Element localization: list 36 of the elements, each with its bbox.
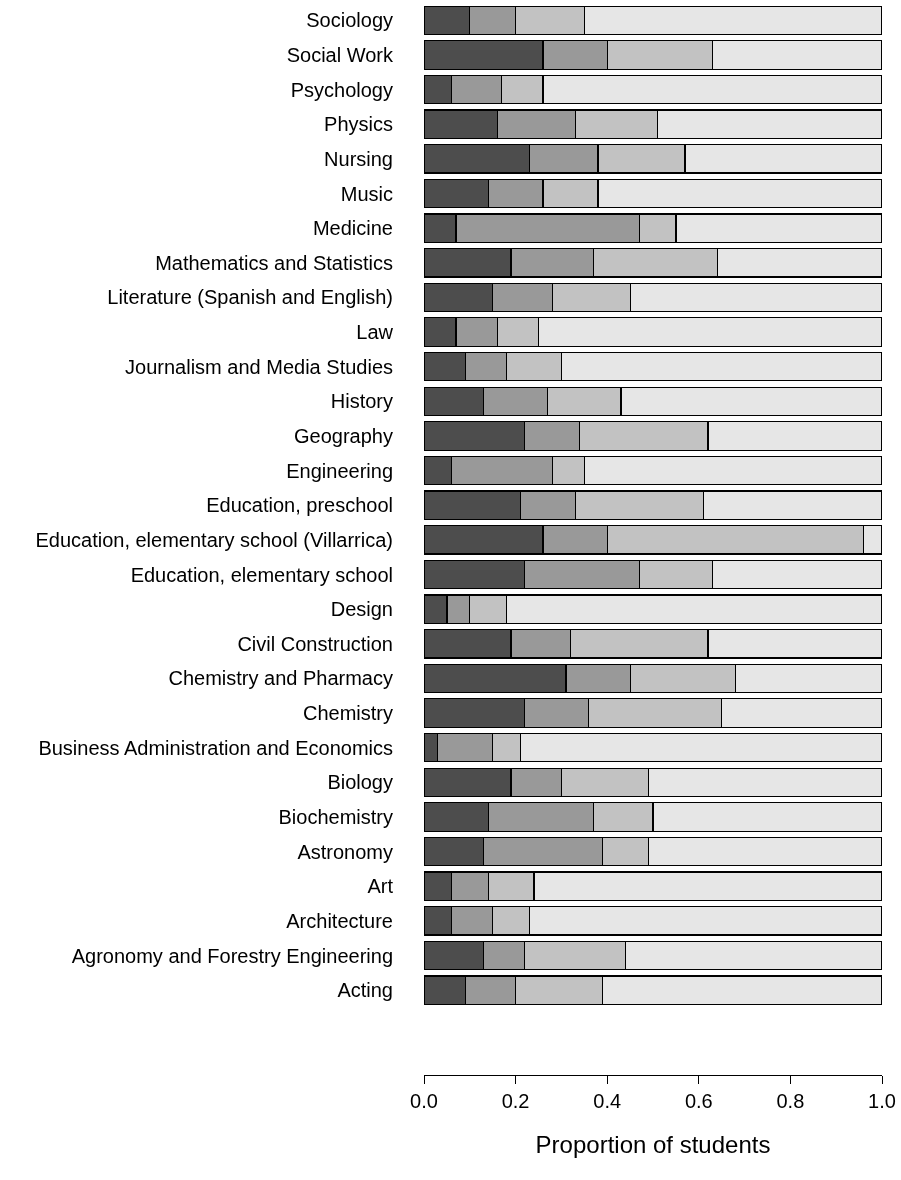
y-tick-label: Literature (Spanish and English) [107, 286, 393, 309]
y-tick-label: Architecture [286, 909, 393, 932]
y-tick-label: Law [356, 321, 394, 344]
x-axis-title: Proportion of students [535, 1131, 771, 1159]
y-tick-label: Chemistry and Pharmacy [168, 667, 393, 690]
y-tick-label: Chemistry [302, 702, 393, 725]
y-tick-label: Geography [294, 424, 393, 447]
y-tick-label: Medicine [312, 217, 393, 240]
y-tick-label: History [330, 390, 393, 413]
y-tick-label: Engineering [286, 459, 393, 482]
x-tick-label: 1.0 [868, 1090, 896, 1112]
x-tick-label: 0.8 [776, 1090, 805, 1112]
y-tick-label: Psychology [290, 78, 393, 101]
y-tick-label: Astronomy [297, 840, 393, 863]
x-tick-label: 0.6 [684, 1090, 713, 1112]
x-tick-label: 0.2 [501, 1090, 530, 1112]
y-tick-label: Design [330, 598, 393, 621]
y-tick-label: Physics [324, 113, 393, 136]
y-tick-label: Agronomy and Forestry Engineering [71, 944, 393, 967]
y-tick-label: Mathematics and Statistics [155, 251, 393, 274]
y-tick-label: Acting [337, 979, 393, 1002]
y-tick-label: Social Work [286, 43, 394, 66]
y-tick-label: Education, preschool [206, 494, 393, 517]
y-tick-label: Civil Construction [237, 632, 393, 655]
y-tick-label: Journalism and Media Studies [125, 355, 393, 378]
y-tick-label: Business Administration and Economics [38, 736, 393, 759]
y-tick-label: Education, elementary school (Villarrica) [35, 528, 393, 551]
y-tick-label: Biology [327, 771, 393, 794]
x-tick-label: 0.0 [410, 1090, 438, 1112]
y-tick-label: Biochemistry [278, 805, 393, 828]
y-tick-label: Nursing [324, 147, 393, 170]
y-tick-label: Sociology [306, 9, 393, 32]
x-tick-label: 0.4 [593, 1090, 622, 1112]
y-tick-label: Art [367, 875, 394, 898]
y-tick-label: Education, elementary school [130, 563, 393, 586]
y-tick-label: Music [340, 182, 393, 205]
